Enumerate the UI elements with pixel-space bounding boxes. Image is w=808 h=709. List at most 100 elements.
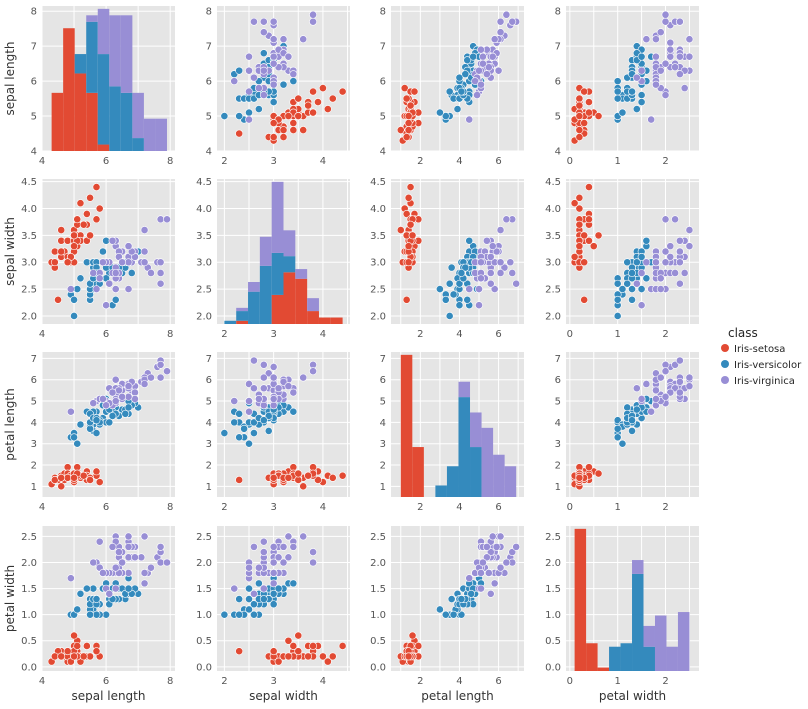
legend-label-virginica: Iris-virginica [734,376,795,387]
point-setosa [57,482,66,491]
y-tick-label: 2.5 [196,285,212,296]
hist-bar-versicolor [620,643,633,671]
point-virginica [299,35,308,44]
point-setosa [86,193,94,202]
point-versicolor [618,285,627,293]
hist-bar-setosa [283,272,296,324]
x-tick-label: 4 [320,156,326,167]
point-setosa [580,87,589,96]
y-tick-label: 3.0 [545,258,561,269]
hist-bar-virginica [120,15,133,93]
point-virginica [259,373,268,382]
point-setosa [284,473,293,482]
point-virginica [479,52,487,61]
point-versicolor [613,77,622,86]
y-tick-label: 8 [31,7,37,18]
point-virginica [492,542,501,551]
hist-bar-virginica [632,560,644,574]
hist-bar-setosa [330,317,343,324]
point-versicolor [457,610,466,619]
point-setosa [570,199,579,208]
x-tick-label: 2 [221,502,227,513]
point-versicolor [618,108,627,117]
point-versicolor [240,424,248,433]
y-tick-label: 8 [555,7,561,18]
legend-label-setosa: Iris-setosa [734,344,785,355]
point-setosa [585,98,593,106]
point-virginica [477,80,485,89]
point-virginica [484,63,493,72]
point-setosa [54,295,62,304]
point-setosa [70,631,78,640]
point-virginica [108,236,117,245]
point-virginica [156,373,165,382]
point-virginica [102,401,110,410]
point-setosa [279,126,288,134]
point-versicolor [92,416,101,425]
x-tick-label: 2 [221,676,227,687]
y-tick-label: 4 [380,418,386,429]
point-setosa [86,476,94,484]
y-tick-label: 2.5 [370,532,386,543]
y-tick-label: 0.0 [196,662,212,673]
point-virginica [661,392,670,401]
point-setosa [402,133,411,141]
point-versicolor [628,426,636,435]
point-setosa [410,87,419,96]
point-virginica [254,563,263,572]
point-virginica [309,10,317,19]
point-virginica [496,269,505,277]
point-setosa [284,652,293,661]
point-virginica [230,77,239,86]
point-versicolor [269,98,278,106]
panel-pw-sl: 4 6 8 0.0 0.5 1.0 1.5 2.0 2.5 [21,526,175,687]
point-setosa [92,183,101,191]
y-tick-label: 3.5 [196,231,212,242]
point-virginica [124,382,133,391]
point-virginica [642,35,651,44]
point-virginica [685,52,694,61]
point-versicolor [628,295,636,304]
y-tick-label: 5 [206,112,212,123]
y-tick-label: 2.0 [196,311,212,322]
point-setosa [50,476,59,484]
point-versicolor [463,56,472,65]
point-versicolor [289,77,298,86]
point-virginica [259,28,268,37]
point-virginica [465,574,474,583]
point-virginica [131,553,139,562]
hist-bar-setosa [236,320,249,324]
point-virginica [269,579,278,588]
point-virginica [647,407,656,416]
point-setosa [575,220,584,229]
y-tick-label: 7 [206,42,212,53]
point-setosa [235,129,244,138]
x-tick-label: 6 [103,329,109,340]
point-virginica [111,269,120,277]
point-setosa [580,295,589,304]
point-virginica [656,285,665,293]
point-virginica [490,285,499,293]
y-tick-label: 6 [206,375,212,386]
point-setosa [402,210,411,218]
y-tick-label: 5 [31,397,37,408]
hist-bar-virginica [307,298,319,312]
y-tick-label: 3 [206,439,212,450]
hist-bar-setosa [86,92,98,151]
xlabel-sw: sepal width [249,689,318,703]
point-versicolor [279,80,288,89]
point-versicolor [259,416,268,425]
y-tick-label: 3 [380,439,386,450]
point-setosa [575,112,584,120]
y-tick-label: 2 [380,461,386,472]
point-virginica [147,269,155,277]
point-virginica [124,242,133,251]
point-setosa [406,220,415,229]
point-virginica [685,226,694,234]
point-virginica [512,542,521,551]
y-tick-label: 7 [206,354,212,365]
axis-labels: sepal length sepal width petal length petal… [3,41,666,703]
point-versicolor [250,429,258,437]
